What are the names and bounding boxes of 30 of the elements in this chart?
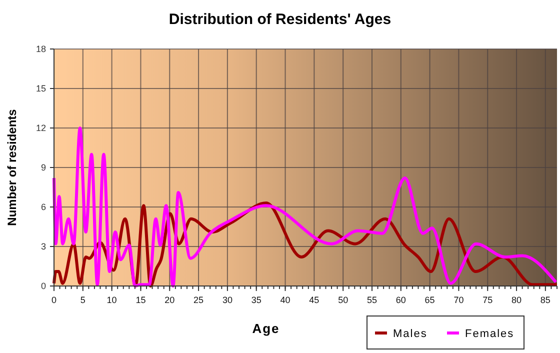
x-tick-label: 80 — [512, 295, 522, 305]
y-tick-label: 9 — [40, 162, 46, 173]
x-tick-label: 45 — [309, 295, 320, 305]
legend-label: Females — [465, 328, 514, 340]
x-tick-label: 85 — [540, 295, 550, 305]
x-tick-label: 0 — [51, 295, 57, 305]
y-axis-title: Number of residents — [5, 108, 19, 226]
y-tick-label: 18 — [36, 44, 46, 54]
y-tick-label: 3 — [40, 242, 46, 252]
x-tick-label: 60 — [396, 295, 406, 305]
x-tick-label: 55 — [366, 295, 377, 305]
x-tick-label: 65 — [424, 295, 435, 305]
x-tick-label: 70 — [454, 295, 464, 305]
y-tick-label: 0 — [40, 281, 46, 292]
x-tick-label: 50 — [338, 295, 348, 305]
x-tick-label: 10 — [106, 295, 117, 305]
x-tick-label: 5 — [80, 295, 86, 305]
chart-title: Distribution of Residents' Ages — [168, 11, 392, 28]
x-tick-label: 75 — [482, 295, 493, 305]
legend-label: Males — [393, 328, 428, 340]
x-tick-label: 40 — [280, 295, 290, 305]
x-axis-title: Age — [252, 321, 280, 336]
x-tick-label: 35 — [251, 295, 262, 305]
y-tick-label: 6 — [40, 202, 46, 212]
x-tick-label: 30 — [222, 295, 232, 305]
y-tick-label: 12 — [36, 123, 46, 134]
x-tick-label: 20 — [164, 295, 175, 305]
x-tick-label: 15 — [136, 295, 146, 305]
y-tick-label: 15 — [36, 84, 46, 94]
x-tick-label: 25 — [194, 295, 204, 305]
